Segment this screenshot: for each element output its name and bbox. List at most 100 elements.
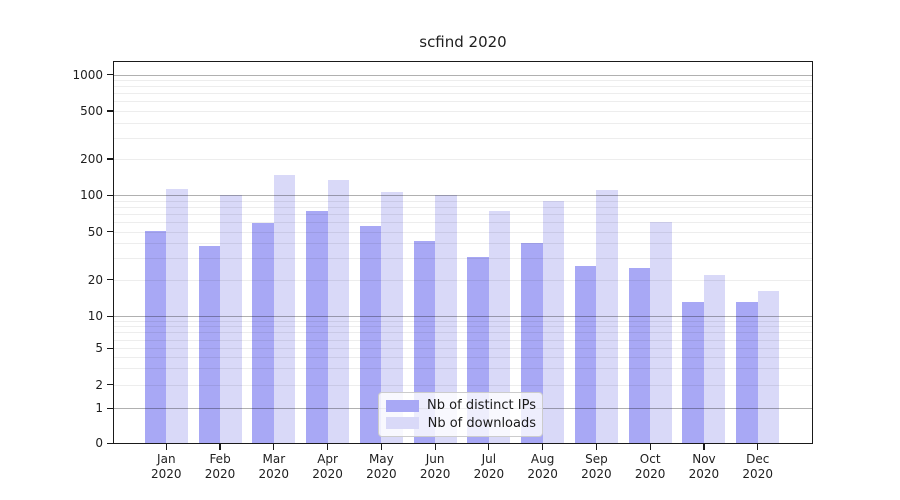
gridline-100 — [114, 195, 812, 197]
x-tick-may — [380, 444, 382, 450]
x-tick-label-aug: Aug 2020 — [527, 452, 558, 481]
y-tick-0 — [107, 442, 113, 444]
bar-downloads-sep — [596, 190, 618, 443]
gridline-200 — [114, 158, 812, 160]
gridline-9 — [114, 320, 812, 322]
x-tick-label-jun: Jun 2020 — [419, 452, 451, 481]
x-tick-jul — [488, 444, 490, 450]
gridline-70 — [114, 213, 812, 215]
x-tick-jan — [165, 444, 167, 450]
x-tick-jun — [434, 444, 436, 450]
bar-downloads-jan — [166, 188, 188, 443]
x-tick-label-nov: Nov 2020 — [688, 452, 720, 481]
x-tick-label-may: May 2020 — [366, 452, 397, 481]
bar-downloads-jun — [435, 195, 457, 443]
x-tick-label-feb: Feb 2020 — [204, 452, 236, 481]
bar-ips-mar — [252, 222, 274, 443]
gridline-50 — [114, 231, 812, 233]
gridline-300 — [114, 137, 812, 139]
gridline-10 — [114, 316, 812, 317]
x-tick-label-jul: Jul 2020 — [473, 452, 505, 481]
bar-downloads-jul — [488, 211, 511, 443]
gridline-80 — [114, 206, 812, 208]
gridline-3 — [114, 368, 812, 370]
grid-layer — [114, 62, 812, 443]
bar-downloads-may — [381, 192, 403, 443]
y-tick-label-200: 200 — [80, 151, 103, 166]
gridline-700 — [114, 93, 812, 95]
x-tick-label-dec: Dec 2020 — [742, 452, 773, 481]
y-tick-50 — [107, 231, 113, 233]
bar-ips-nov — [682, 302, 704, 443]
y-tick-100 — [107, 194, 113, 196]
chart-title: scfind 2020 — [419, 33, 507, 51]
y-tick-1000 — [107, 74, 113, 76]
gridline-40 — [114, 243, 812, 245]
y-tick-2 — [107, 384, 113, 386]
y-tick-20 — [107, 279, 113, 281]
y-tick-label-5: 5 — [95, 341, 103, 355]
bar-ips-feb — [198, 246, 221, 443]
gridline-90 — [114, 200, 812, 202]
y-tick-label-10: 10 — [87, 309, 103, 323]
y-tick-200 — [107, 158, 113, 160]
x-tick-label-oct: Oct 2020 — [634, 452, 666, 481]
legend-label-distinct-ips: Nb of distinct IPs — [427, 398, 536, 414]
x-tick-oct — [649, 444, 651, 450]
bar-downloads-oct — [650, 222, 672, 443]
bar-downloads-feb — [220, 195, 242, 443]
y-tick-5 — [107, 347, 113, 349]
bar-downloads-mar — [273, 174, 296, 443]
gridline-8 — [114, 326, 812, 328]
x-tick-mar — [273, 444, 275, 450]
gridline-60 — [114, 222, 812, 224]
x-tick-apr — [326, 444, 329, 450]
gridline-2 — [114, 384, 812, 386]
legend-row-downloads: Nb of downloads — [386, 415, 536, 433]
y-tick-10 — [107, 315, 113, 317]
bar-ips-oct — [628, 267, 651, 443]
gridline-5 — [114, 348, 812, 349]
y-tick-label-0: 0 — [95, 436, 103, 450]
bar-ips-apr — [306, 211, 328, 443]
x-tick-sep — [595, 444, 597, 450]
bar-ips-dec — [736, 302, 758, 443]
bar-downloads-nov — [703, 274, 726, 443]
y-tick-label-500: 500 — [80, 103, 103, 118]
bar-downloads-dec — [757, 291, 780, 443]
y-tick-label-20: 20 — [87, 272, 103, 287]
legend-swatch-distinct-ips — [386, 399, 419, 412]
x-tick-label-mar: Mar 2020 — [258, 452, 290, 481]
gridline-1000 — [114, 74, 812, 76]
bar-ips-sep — [574, 265, 597, 443]
legend-row-distinct-ips: Nb of distinct IPs — [386, 397, 536, 415]
gridline-900 — [114, 80, 812, 82]
x-tick-label-apr: Apr 2020 — [312, 452, 343, 481]
y-tick-label-1000: 1000 — [72, 67, 103, 82]
bar-ips-jan — [144, 230, 167, 443]
x-tick-label-jan: Jan 2020 — [151, 452, 182, 481]
gridline-6 — [114, 339, 812, 341]
y-tick-label-100: 100 — [80, 188, 103, 203]
legend-swatch-downloads — [386, 417, 419, 430]
bar-downloads-aug — [542, 201, 565, 443]
bar-downloads-apr — [327, 179, 350, 443]
y-tick-1 — [107, 407, 113, 409]
x-tick-label-sep: Sep 2020 — [581, 452, 612, 481]
gridline-4 — [114, 356, 812, 358]
gridline-20 — [114, 279, 812, 281]
y-tick-label-2: 2 — [95, 377, 103, 392]
x-tick-nov — [703, 444, 705, 450]
x-tick-feb — [219, 444, 221, 450]
gridline-400 — [114, 122, 812, 124]
legend: Nb of distinct IPs Nb of downloads — [378, 392, 543, 437]
y-tick-label-1: 1 — [95, 401, 103, 415]
x-tick-aug — [542, 444, 544, 450]
gridline-7 — [114, 332, 812, 334]
gridline-30 — [114, 258, 812, 260]
y-tick-label-50: 50 — [87, 224, 103, 239]
gridline-600 — [114, 101, 812, 103]
gridline-800 — [114, 86, 812, 88]
y-tick-500 — [107, 110, 113, 112]
